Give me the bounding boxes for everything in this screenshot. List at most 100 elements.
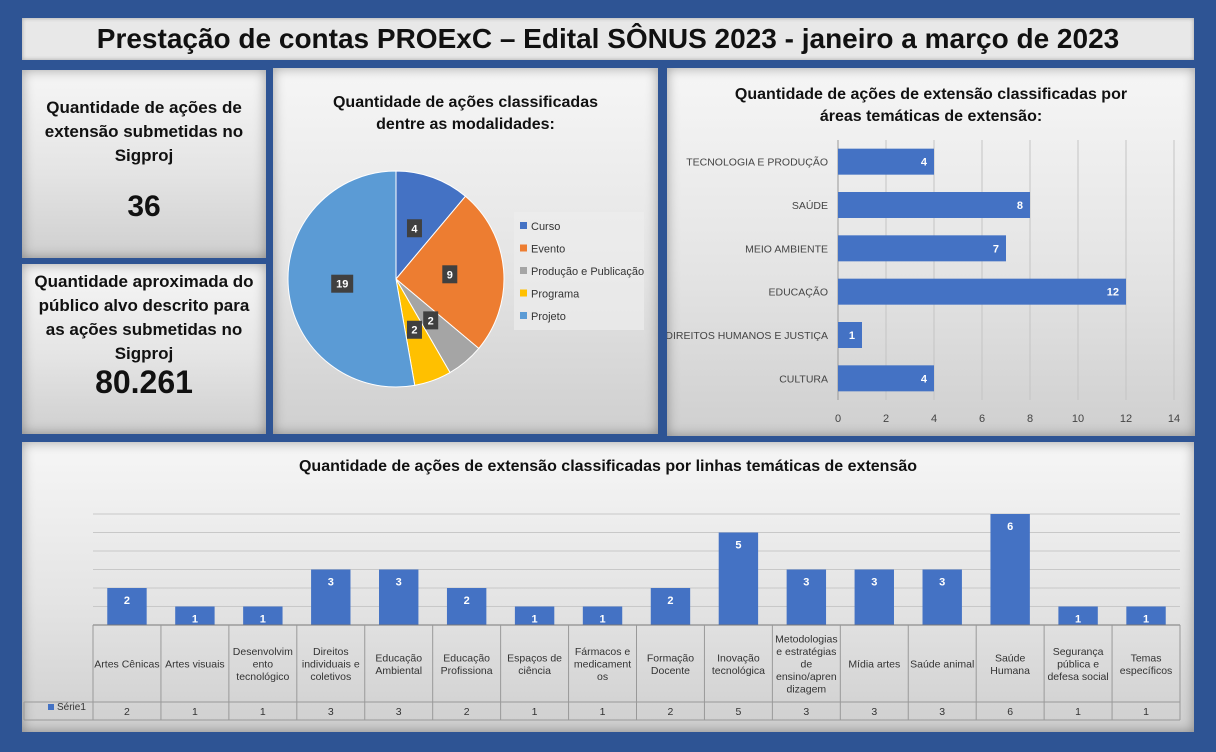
bar-data-label: 12: [1107, 287, 1119, 299]
bar-data-label: 1: [532, 614, 538, 626]
category-label: Formação: [647, 652, 694, 664]
category-label: Artes Cênicas: [94, 659, 159, 671]
stat-audience-label: Quantidade aproximada do público alvo de…: [34, 272, 254, 363]
bar: [838, 235, 1006, 262]
bar-data-label: 2: [667, 595, 673, 607]
stat-audience-panel: Quantidade aproximada do público alvo de…: [22, 264, 266, 434]
bar-data-label: 3: [939, 577, 945, 589]
pie-data-label: 4: [411, 223, 418, 235]
category-label: Docente: [651, 665, 690, 677]
bar-data-label: 4: [921, 157, 928, 169]
legend-swatch: [48, 704, 54, 710]
stat-submitted-label: Quantidade de ações de extensão submetid…: [44, 98, 244, 165]
table-value: 2: [668, 706, 674, 718]
y-category-label: EDUCAÇÃO: [768, 286, 828, 299]
bar: [838, 322, 862, 348]
x-tick-label: 10: [1072, 413, 1084, 425]
category-label: Ambiental: [375, 665, 422, 677]
x-tick-label: 0: [835, 413, 841, 425]
bar: [175, 606, 215, 625]
pie-data-label: 9: [447, 269, 453, 281]
table-value: 1: [260, 706, 266, 718]
category-label: Saúde animal: [910, 659, 974, 671]
y-category-label: DIREITOS HUMANOS E JUSTIÇA: [667, 330, 828, 342]
page-title: Prestação de contas PROExC – Edital SÔNU…: [22, 18, 1194, 60]
table-value: 3: [328, 706, 334, 718]
bar: [107, 588, 147, 625]
category-label: coletivos: [310, 671, 351, 683]
table-value: 3: [871, 706, 877, 718]
table-value: 1: [192, 706, 198, 718]
bar-data-label: 1: [599, 614, 605, 626]
pie-legend-box: [514, 212, 644, 330]
category-label: pública e: [1057, 659, 1099, 671]
pie-data-label-bg: [406, 219, 422, 238]
bar-data-label: 1: [1143, 614, 1149, 626]
bar-data-label: 2: [124, 595, 130, 607]
table-value: 1: [532, 706, 538, 718]
table-value: 1: [1143, 706, 1149, 718]
category-label: específicos: [1120, 665, 1173, 677]
category-label: e estratégias: [776, 646, 836, 658]
y-category-label: MEIO AMBIENTE: [745, 243, 828, 255]
category-label: Fármacos e: [575, 646, 631, 658]
area-chart-title: Quantidade de ações de extensão classifi…: [734, 86, 1128, 125]
bar: [854, 569, 894, 625]
bar-data-label: 1: [1075, 614, 1081, 626]
bar: [446, 588, 487, 625]
pie-legend-swatch: [520, 289, 527, 297]
bar: [990, 514, 1030, 625]
bar-data-label: 7: [993, 243, 999, 255]
table-value: 3: [939, 706, 945, 718]
category-label: Humana: [990, 665, 1030, 677]
stat-submitted-panel: Quantidade de ações de extensão submetid…: [22, 70, 266, 258]
bar-data-label: 6: [1007, 521, 1013, 533]
x-tick-label: 8: [1027, 413, 1033, 425]
category-label: Artes visuais: [165, 659, 225, 671]
pie-legend-item: Projeto: [531, 311, 566, 323]
pie-data-label-bg: [442, 265, 458, 284]
x-tick-label: 14: [1168, 413, 1180, 425]
category-label: os: [597, 671, 608, 683]
table-value: 3: [803, 706, 809, 718]
pie-chart: 4 9 22 19 Curso Evento Produção e Publicação Pr…: [287, 170, 644, 388]
pie-data-label: 2: [428, 315, 434, 327]
table-value: 1: [600, 706, 606, 718]
category-label: Educação: [443, 652, 490, 664]
category-label: medicament: [574, 659, 631, 671]
category-label: ciência: [518, 665, 551, 677]
pie-legend-swatch: [520, 267, 527, 274]
category-label: Saúde: [995, 652, 1026, 664]
pie-data-label-bg: [423, 311, 439, 330]
area-chart-panel: Quantidade de ações de extensão classifi…: [667, 68, 1195, 436]
y-category-label: TECNOLOGIA E PRODUÇÃO: [686, 156, 828, 169]
table-value: 2: [124, 706, 130, 718]
bar-data-label: 2: [464, 595, 470, 607]
bar-data-label: 3: [396, 577, 402, 589]
category-label: Segurança: [1053, 646, 1104, 658]
table-value: 1: [1075, 706, 1081, 718]
pie-legend-item: Evento: [531, 244, 565, 256]
bar: [838, 192, 1030, 218]
category-label: Mídia artes: [848, 659, 900, 671]
bar: [379, 569, 419, 625]
bar-data-label: 1: [849, 330, 855, 342]
pie-data-label-bg: [406, 320, 422, 339]
y-category-label: SAÚDE: [792, 199, 828, 212]
category-label: Temas: [1131, 652, 1162, 664]
category-label: Metodologias: [775, 634, 837, 646]
table-value: 5: [735, 706, 741, 718]
bar-data-label: 1: [260, 614, 266, 626]
bar: [838, 365, 934, 392]
category-label: Desenvolvim: [233, 646, 293, 658]
bar-data-label: 5: [735, 540, 741, 552]
pie-legend-swatch: [520, 312, 527, 319]
lines-bar-chart: 2 1 1 3 3 2 1 1 2 5 3 3 3 6 1 1 Artes Cênicas 2 Artes visu…: [23, 513, 1181, 721]
category-label: dizagem: [786, 684, 826, 696]
bar: [582, 606, 623, 625]
table-value: 3: [396, 706, 402, 718]
category-label: Educação: [375, 652, 422, 664]
bar: [838, 148, 934, 175]
table-value: 6: [1007, 706, 1013, 718]
bar: [1058, 606, 1098, 625]
